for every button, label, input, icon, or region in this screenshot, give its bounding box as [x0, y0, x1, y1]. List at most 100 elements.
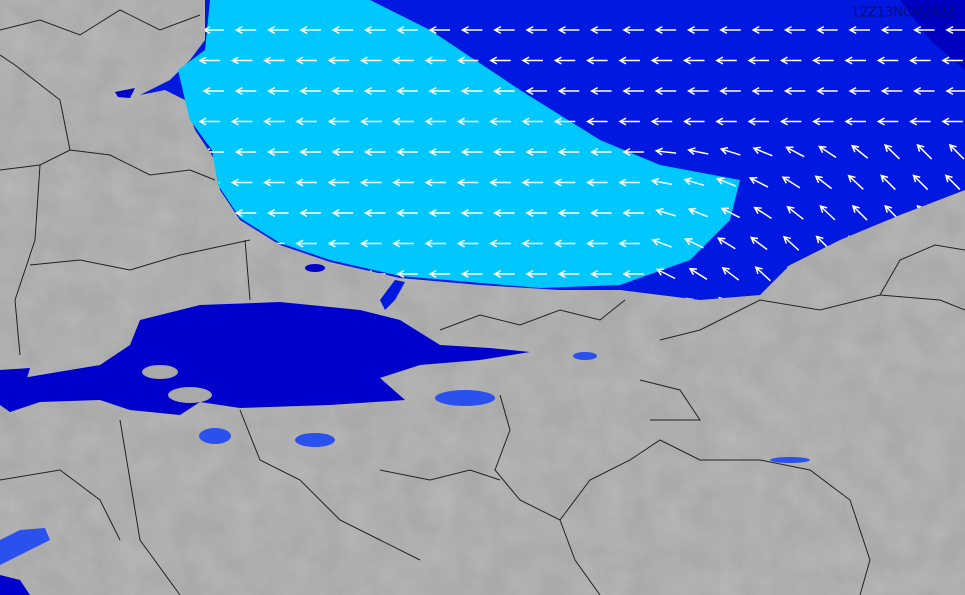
wind-arrow	[460, 25, 483, 35]
wind-arrow	[590, 25, 612, 35]
wind-arrow	[785, 146, 805, 158]
wind-arrow	[428, 86, 451, 96]
wind-arrow	[913, 25, 935, 35]
wind-arrow	[747, 117, 770, 126]
wind-arrow	[392, 117, 414, 126]
wind-arrow	[847, 174, 864, 190]
wind-arrow	[715, 56, 737, 65]
wind-arrow	[363, 147, 386, 157]
wind-arrow	[493, 86, 515, 96]
wind-arrow	[460, 147, 483, 157]
wind-arrow	[812, 56, 834, 65]
wind-arrow	[363, 208, 386, 218]
wind-arrow	[363, 86, 386, 96]
wind-arrow	[622, 269, 644, 279]
wind-arrow	[844, 56, 866, 65]
wind-arrow	[622, 86, 644, 96]
wind-arrow	[586, 178, 608, 187]
wind-arrow	[295, 56, 317, 65]
wind-arrow	[456, 178, 479, 187]
sea-edge	[0, 575, 30, 595]
wind-arrow	[720, 207, 741, 219]
wind-arrow	[489, 117, 511, 126]
wind-arrow	[682, 56, 705, 65]
wind-arrow	[424, 117, 447, 126]
wind-arrow	[687, 147, 709, 156]
wind-arrow	[456, 239, 479, 248]
wind-arrow	[267, 25, 289, 35]
wind-arrow	[327, 178, 350, 187]
wind-arrow	[234, 86, 257, 96]
wind-arrow	[818, 145, 837, 159]
wind-arrow	[618, 56, 640, 65]
wind-arrow	[553, 56, 576, 65]
wind-arrow	[267, 147, 289, 157]
timestamp: 12Z13NOV2022	[851, 6, 955, 21]
borders	[0, 9, 965, 595]
wind-arrow	[912, 174, 929, 191]
wind-arrow	[299, 25, 321, 35]
wind-arrow	[783, 25, 806, 35]
wind-arrow	[688, 267, 708, 280]
wind-arrow	[941, 56, 963, 65]
bosphorus	[380, 280, 405, 310]
sea-light	[178, 0, 740, 288]
wind-arrow	[683, 177, 705, 187]
wind-arrow	[359, 239, 382, 248]
wind-arrow	[909, 56, 931, 65]
wind-arrow	[267, 86, 289, 96]
wind-arrow	[363, 25, 386, 35]
wind-arrow	[880, 174, 896, 191]
wind-arrow	[331, 147, 354, 157]
wind-arrow	[816, 25, 838, 35]
wind-arrow	[525, 86, 547, 96]
wind-arrow	[198, 117, 220, 126]
wind-arrow	[202, 86, 224, 96]
wind-arrow	[396, 208, 418, 218]
wind-arrow	[655, 268, 676, 280]
wind-arrow	[460, 208, 483, 218]
wind-arrow	[747, 56, 770, 65]
wind-arrow	[752, 146, 773, 157]
wind-arrow	[909, 117, 931, 126]
wind-arrow	[557, 86, 580, 96]
wind-arrow	[359, 117, 382, 126]
wind-arrow	[721, 266, 740, 281]
wind-arrow	[913, 86, 935, 96]
wind-arrow	[456, 117, 479, 126]
wind-arrow	[489, 239, 511, 248]
wind-arrow	[525, 269, 547, 279]
wind-arrow	[553, 117, 576, 126]
lake	[305, 264, 325, 272]
wind-arrow	[424, 239, 447, 248]
wind-arrow	[945, 86, 965, 96]
wind-arrow	[819, 205, 836, 221]
wind-arrow	[786, 205, 804, 220]
wind-arrow	[622, 25, 644, 35]
wind-arrow	[753, 206, 772, 220]
lake	[770, 457, 810, 463]
wind-arrow	[686, 86, 709, 96]
wind-arrow	[814, 175, 833, 190]
island	[168, 387, 212, 403]
wind-arrow	[557, 269, 580, 279]
wind-arrow	[782, 235, 800, 251]
wind-arrow	[460, 269, 483, 279]
wind-arrow	[586, 56, 608, 65]
wind-arrow	[850, 144, 869, 159]
wind-arrow	[876, 56, 899, 65]
wind-arrow	[230, 117, 253, 126]
wind-arrow	[396, 147, 418, 157]
wind-arrow	[687, 207, 709, 218]
wind-arrow	[876, 117, 899, 126]
wind-arrow	[816, 86, 838, 96]
wind-arrow	[525, 25, 547, 35]
wind-arrow	[557, 147, 580, 157]
wind-arrow	[812, 117, 834, 126]
sea-dark	[900, 0, 965, 70]
wind-arrow	[783, 86, 806, 96]
wind-arrow	[230, 56, 253, 65]
sea-edge	[0, 528, 50, 565]
wind-arrow	[654, 25, 677, 35]
